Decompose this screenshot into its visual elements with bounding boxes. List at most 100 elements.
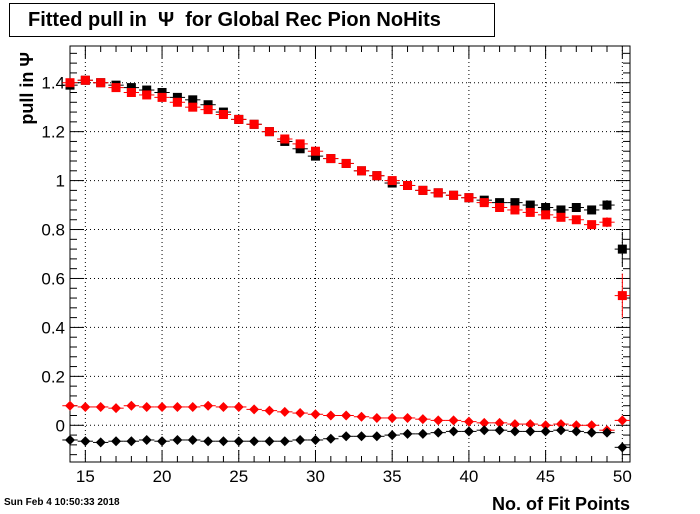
data-point-square <box>80 75 90 85</box>
x-tick-label: 35 <box>383 467 402 486</box>
data-point-diamond <box>95 401 106 412</box>
data-point-square <box>295 139 305 149</box>
data-point-diamond <box>433 427 444 438</box>
data-point-diamond <box>586 420 597 431</box>
data-point-square <box>218 110 228 120</box>
data-point-diamond <box>310 409 321 420</box>
data-point-square <box>556 212 566 222</box>
data-point-diamond <box>126 400 137 411</box>
data-point-square <box>541 210 551 220</box>
x-tick-label: 15 <box>76 467 95 486</box>
y-tick-label: 0.6 <box>41 269 65 288</box>
data-point-diamond <box>157 401 168 412</box>
y-tick-label: 0.2 <box>41 367 65 386</box>
data-point-diamond <box>555 425 566 436</box>
data-point-square <box>525 200 535 210</box>
data-point-diamond <box>249 404 260 415</box>
y-tick-label: 1 <box>56 172 65 191</box>
data-point-diamond <box>402 428 413 439</box>
data-point-diamond <box>479 425 490 436</box>
data-point-diamond <box>494 417 505 428</box>
data-point-diamond <box>617 442 628 453</box>
data-point-square <box>495 198 505 208</box>
data-point-square <box>525 207 535 217</box>
timestamp: Sun Feb 4 10:50:33 2018 <box>4 497 120 508</box>
data-point-diamond <box>172 401 183 412</box>
data-point-diamond <box>264 405 275 416</box>
data-point-diamond <box>371 412 382 423</box>
data-point-diamond <box>218 401 229 412</box>
plot-frame <box>69 45 631 463</box>
data-point-square <box>126 83 136 93</box>
data-point-square <box>418 185 428 195</box>
y-tick-label: 0.8 <box>41 221 65 240</box>
data-point-diamond <box>233 436 244 447</box>
data-point-square <box>510 198 520 208</box>
data-point-square <box>280 134 290 144</box>
y-tick-label: 0.4 <box>41 318 65 337</box>
data-point-square <box>387 176 397 186</box>
data-point-square <box>541 203 551 213</box>
data-point-diamond <box>356 431 367 442</box>
data-point-square <box>188 95 198 105</box>
data-point-diamond <box>187 434 198 445</box>
data-point-square <box>571 203 581 213</box>
data-point-square <box>587 205 597 215</box>
data-point-square <box>172 97 182 107</box>
data-point-diamond <box>586 427 597 438</box>
data-point-square <box>142 90 152 100</box>
y-tick-label: 1.4 <box>41 74 65 93</box>
data-point-diamond <box>65 434 75 445</box>
data-point-square <box>188 102 198 112</box>
data-point-diamond <box>218 436 229 447</box>
data-point-diamond <box>417 428 428 439</box>
data-point-diamond <box>540 426 551 437</box>
y-tick-label: 0 <box>56 416 65 435</box>
data-point-square <box>556 205 566 215</box>
data-point-square <box>587 220 597 230</box>
data-point-diamond <box>80 401 91 412</box>
data-point-diamond <box>387 430 398 441</box>
data-point-diamond <box>111 436 122 447</box>
data-point-square <box>157 87 167 97</box>
data-point-square <box>96 78 106 88</box>
data-point-square <box>295 144 305 154</box>
data-point-diamond <box>203 400 214 411</box>
data-point-square <box>602 217 612 227</box>
data-point-diamond <box>371 431 382 442</box>
data-point-diamond <box>111 403 122 414</box>
data-point-square <box>510 205 520 215</box>
data-point-diamond <box>141 401 152 412</box>
data-point-diamond <box>172 434 183 445</box>
data-point-square <box>234 114 244 124</box>
data-point-diamond <box>402 412 413 423</box>
data-point-square <box>617 291 627 301</box>
x-tick-label: 20 <box>153 467 172 486</box>
data-point-diamond <box>509 426 520 437</box>
x-axis-label: No. of Fit Points <box>492 494 630 514</box>
chart-title: Fitted pull in Ψ for Global Rec Pion NoH… <box>9 3 495 37</box>
data-point-square <box>372 171 382 181</box>
data-point-square <box>326 154 336 164</box>
data-points <box>62 75 630 453</box>
data-point-square <box>464 193 474 203</box>
data-point-diamond <box>65 400 75 411</box>
data-point-diamond <box>525 419 536 430</box>
data-point-diamond <box>264 436 275 447</box>
data-point-diamond <box>417 414 428 425</box>
data-point-square <box>264 127 274 137</box>
data-point-square <box>479 198 489 208</box>
data-point-diamond <box>249 436 260 447</box>
data-point-diamond <box>295 434 306 445</box>
data-point-diamond <box>463 426 474 437</box>
x-tick-label: 25 <box>229 467 248 486</box>
x-tick-label: 45 <box>536 467 555 486</box>
data-point-square <box>111 83 121 93</box>
data-point-square <box>433 188 443 198</box>
data-point-square <box>203 105 213 115</box>
data-point-diamond <box>203 436 214 447</box>
data-point-square <box>126 87 136 97</box>
data-point-square <box>172 92 182 102</box>
axes: 15 20 25 30 35 40 45 50 0 0.2 0.4 0.6 0.8 1 1.2 1.4 <box>41 45 632 486</box>
